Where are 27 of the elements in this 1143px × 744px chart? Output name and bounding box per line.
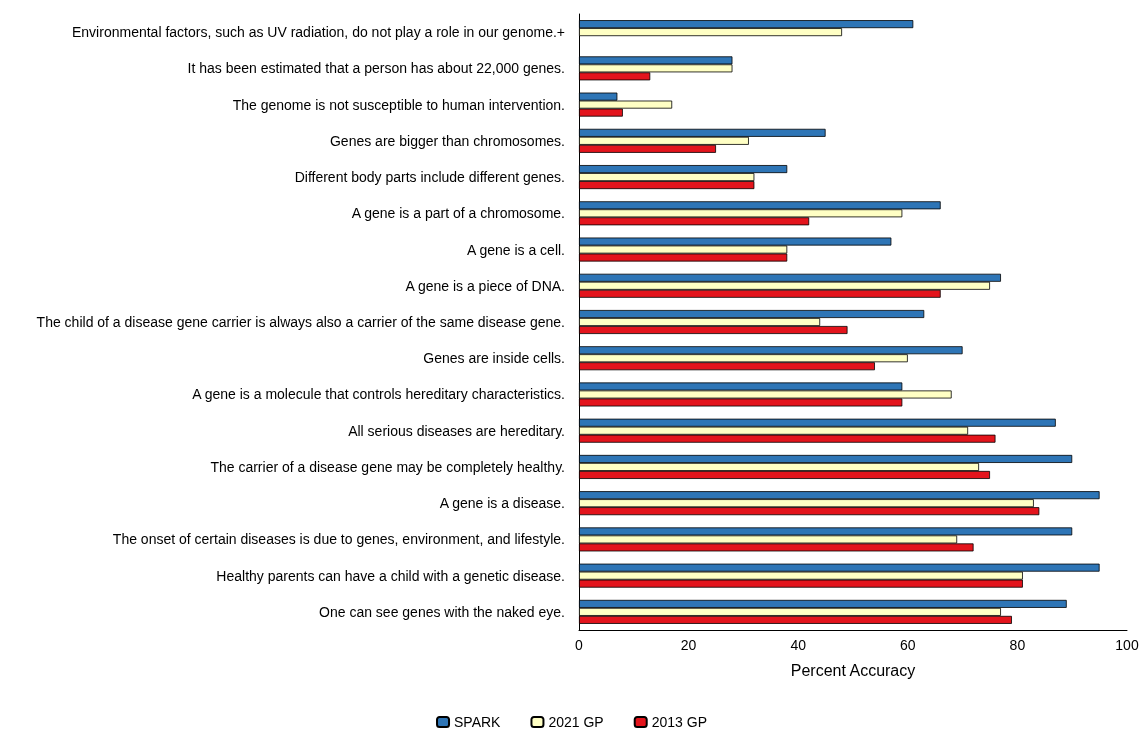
x-tick-label: 20 xyxy=(680,637,697,653)
y-tick-label: A gene is a part of a chromosome. xyxy=(351,205,565,222)
x-axis-title: Percent Accuracy xyxy=(790,661,916,679)
y-tick-label: Genes are inside cells. xyxy=(423,350,565,367)
x-tick-label: 100 xyxy=(1115,637,1139,653)
legend-label: 2021 GP xyxy=(548,714,604,730)
y-tick-label: A gene is a disease. xyxy=(439,495,565,512)
x-tick-label: 80 xyxy=(1009,637,1026,653)
y-tick-label: A gene is a molecule that controls hereditary characteristics. xyxy=(192,386,565,403)
legend-label: 2013 GP xyxy=(651,714,707,730)
y-tick-label: Healthy parents can have a child with a genetic disease. xyxy=(216,567,565,584)
x-tick-label: 0 xyxy=(575,637,584,653)
y-tick-label: It has been estimated that a person has about 22,000 genes. xyxy=(187,60,565,77)
x-tick-label: 40 xyxy=(790,637,807,653)
y-tick-label: All serious diseases are hereditary. xyxy=(348,422,565,439)
y-tick-label: The genome is not susceptible to human intervention. xyxy=(232,96,565,113)
legend-label: SPARK xyxy=(454,714,502,730)
y-tick-label: The onset of certain diseases is due to genes, environment, and lifestyle. xyxy=(112,531,565,548)
y-tick-label: The carrier of a disease gene may be completely healthy. xyxy=(210,458,565,475)
y-tick-label: The child of a disease gene carrier is always also a carrier of the same disease gene. xyxy=(36,314,565,330)
y-tick-label: Different body parts include different genes. xyxy=(294,169,565,186)
y-tick-label: One can see genes with the naked eye. xyxy=(319,603,565,620)
x-tick-label: 60 xyxy=(900,637,916,653)
y-tick-label: Environmental factors, such as UV radiation, do not play a role in our genome.+ xyxy=(72,24,565,41)
y-tick-label: A gene is a piece of DNA. xyxy=(405,277,565,294)
y-tick-label: Genes are bigger than chromosomes. xyxy=(329,132,565,149)
y-tick-label: A gene is a cell. xyxy=(466,241,565,258)
